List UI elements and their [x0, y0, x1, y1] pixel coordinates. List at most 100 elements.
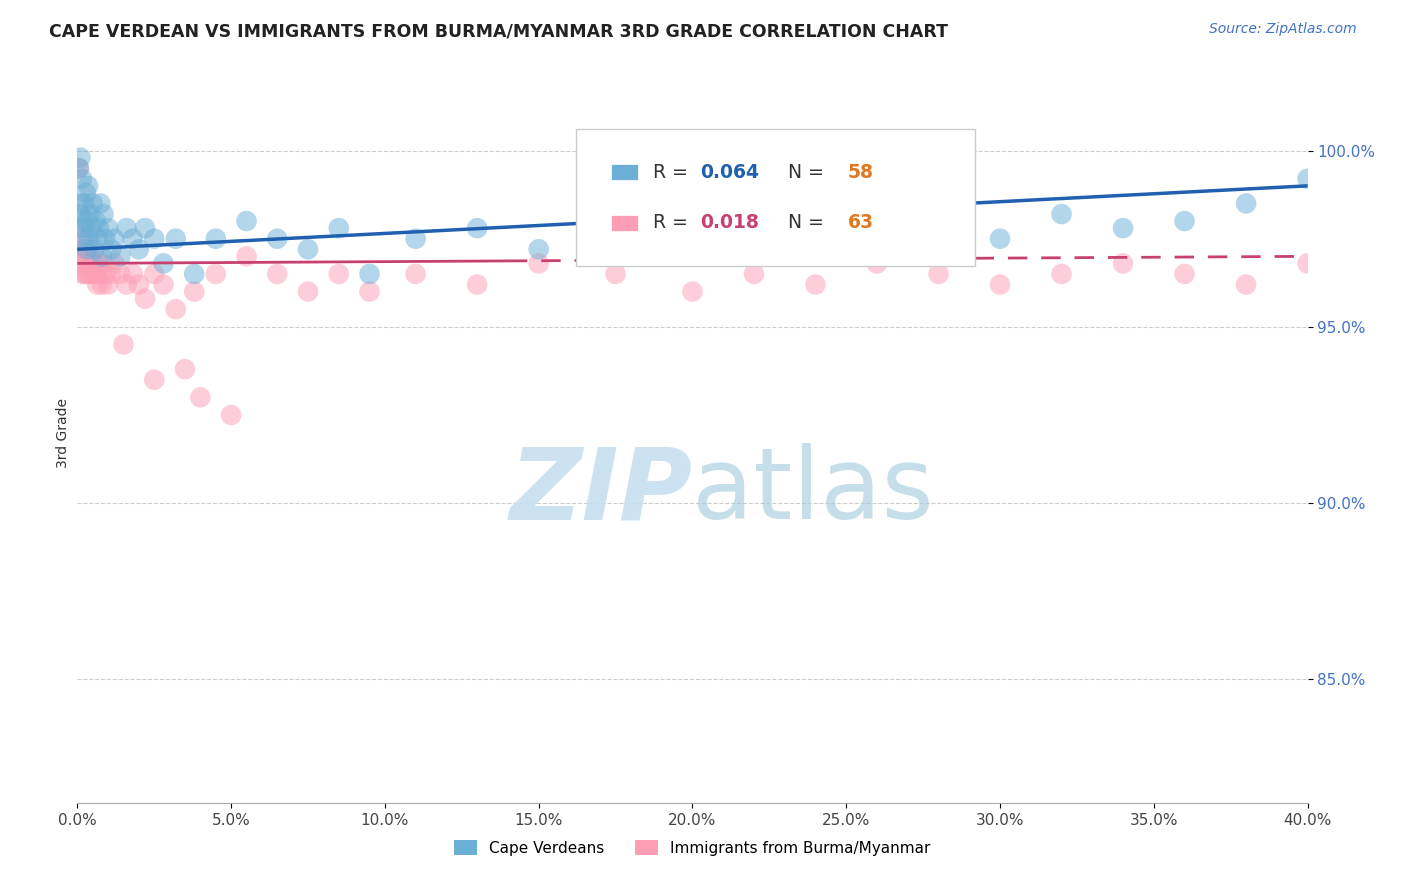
- Point: [128, 277, 150, 292]
- Point: [266, 232, 288, 246]
- Point: [465, 277, 488, 292]
- Point: [100, 267, 122, 281]
- Point: [72, 249, 94, 263]
- Point: [928, 214, 950, 228]
- Point: [235, 249, 257, 263]
- Y-axis label: 3rd Grade: 3rd Grade: [56, 398, 70, 467]
- Point: [93, 256, 115, 270]
- Point: [204, 232, 226, 246]
- Point: [115, 221, 138, 235]
- Point: [405, 232, 427, 246]
- Point: [143, 373, 166, 387]
- Point: [76, 214, 98, 228]
- Point: [1234, 196, 1257, 211]
- Point: [77, 232, 100, 246]
- Point: [804, 232, 827, 246]
- Point: [82, 196, 104, 211]
- FancyBboxPatch shape: [612, 164, 638, 180]
- Point: [465, 221, 488, 235]
- Point: [75, 242, 97, 256]
- Point: [219, 408, 242, 422]
- Point: [73, 196, 96, 211]
- Point: [86, 232, 108, 246]
- Point: [83, 256, 105, 270]
- Point: [70, 171, 93, 186]
- Point: [527, 256, 550, 270]
- Point: [152, 256, 174, 270]
- Point: [84, 214, 107, 228]
- Point: [94, 232, 117, 246]
- Point: [165, 302, 187, 317]
- Point: [73, 267, 96, 281]
- Text: R =: R =: [654, 213, 695, 232]
- Point: [1296, 256, 1319, 270]
- Text: N =: N =: [789, 163, 831, 182]
- Point: [121, 267, 143, 281]
- Point: [110, 249, 132, 263]
- Point: [328, 221, 350, 235]
- Point: [1112, 256, 1135, 270]
- Point: [988, 277, 1011, 292]
- Point: [1050, 207, 1073, 221]
- Point: [152, 277, 174, 292]
- Point: [1174, 267, 1197, 281]
- Point: [77, 242, 100, 256]
- Point: [87, 256, 110, 270]
- Text: CAPE VERDEAN VS IMMIGRANTS FROM BURMA/MYANMAR 3RD GRADE CORRELATION CHART: CAPE VERDEAN VS IMMIGRANTS FROM BURMA/MY…: [49, 22, 948, 40]
- Point: [69, 221, 91, 235]
- Point: [76, 267, 98, 281]
- Point: [742, 207, 765, 221]
- Point: [165, 232, 187, 246]
- Point: [80, 249, 103, 263]
- FancyBboxPatch shape: [612, 215, 638, 231]
- Point: [188, 390, 212, 404]
- Point: [76, 242, 98, 256]
- Point: [143, 232, 166, 246]
- Point: [110, 267, 132, 281]
- Point: [75, 186, 97, 200]
- Point: [328, 267, 350, 281]
- Point: [183, 285, 205, 299]
- Point: [266, 267, 288, 281]
- Point: [682, 214, 704, 228]
- Point: [103, 232, 125, 246]
- Point: [73, 256, 96, 270]
- Point: [605, 267, 627, 281]
- Point: [1112, 221, 1135, 235]
- Point: [72, 214, 94, 228]
- Point: [174, 362, 197, 376]
- Point: [97, 277, 120, 292]
- Point: [87, 221, 110, 235]
- Point: [928, 267, 950, 281]
- Point: [297, 242, 319, 256]
- Point: [70, 256, 93, 270]
- Point: [84, 267, 107, 281]
- Point: [134, 292, 156, 306]
- Point: [115, 277, 138, 292]
- Point: [79, 267, 101, 281]
- Text: atlas: atlas: [693, 443, 934, 541]
- Point: [866, 221, 889, 235]
- Point: [1174, 214, 1197, 228]
- Legend: Cape Verdeans, Immigrants from Burma/Myanmar: Cape Verdeans, Immigrants from Burma/Mya…: [449, 834, 936, 862]
- Point: [67, 161, 90, 176]
- Point: [89, 267, 111, 281]
- Point: [235, 214, 257, 228]
- Point: [112, 337, 135, 351]
- Point: [1234, 277, 1257, 292]
- Point: [93, 207, 115, 221]
- Text: 0.064: 0.064: [700, 163, 759, 182]
- Point: [1296, 171, 1319, 186]
- Text: R =: R =: [654, 163, 695, 182]
- Point: [866, 256, 889, 270]
- Point: [76, 249, 98, 263]
- Point: [359, 267, 381, 281]
- Point: [988, 232, 1011, 246]
- Point: [79, 207, 101, 221]
- Point: [183, 267, 205, 281]
- Point: [297, 285, 319, 299]
- Point: [128, 242, 150, 256]
- Point: [72, 221, 94, 235]
- Point: [90, 249, 114, 263]
- Point: [77, 178, 100, 193]
